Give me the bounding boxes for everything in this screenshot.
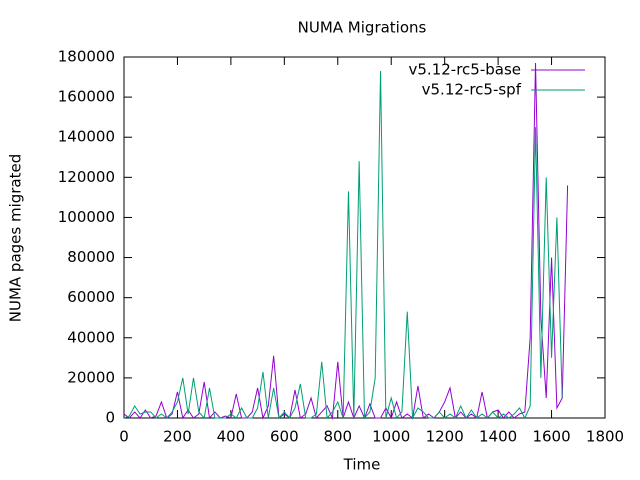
x-tick-label: 1000 (372, 428, 410, 446)
x-tick-label: 600 (270, 428, 299, 446)
y-tick-label: 40000 (67, 328, 115, 346)
series-line (123, 63, 569, 420)
y-tick-label: 80000 (67, 248, 115, 266)
y-tick-label: 140000 (58, 128, 115, 146)
y-tick-label: 180000 (58, 48, 115, 66)
x-tick-label: 400 (217, 428, 246, 446)
y-axis-label: NUMA pages migrated (7, 154, 25, 323)
x-tick-label: 0 (119, 428, 129, 446)
legend-label: v5.12-rc5-spf (422, 81, 522, 99)
x-tick-label: 1200 (426, 428, 464, 446)
x-tick-label: 200 (163, 428, 192, 446)
y-tick-label: 60000 (67, 288, 115, 306)
chart-title: NUMA Migrations (298, 19, 427, 37)
y-tick-label: 20000 (67, 368, 115, 386)
y-tick-label: 100000 (58, 208, 115, 226)
y-tick-label: 0 (105, 409, 115, 427)
y-tick-label: 160000 (58, 88, 115, 106)
x-axis-label: Time (343, 456, 381, 474)
x-tick-label: 1600 (532, 428, 570, 446)
legend-label: v5.12-rc5-base (409, 61, 522, 79)
series-line (123, 71, 563, 420)
x-tick-label: 1400 (479, 428, 517, 446)
y-tick-label: 120000 (58, 168, 115, 186)
x-tick-label: 800 (323, 428, 352, 446)
x-tick-label: 1800 (586, 428, 624, 446)
